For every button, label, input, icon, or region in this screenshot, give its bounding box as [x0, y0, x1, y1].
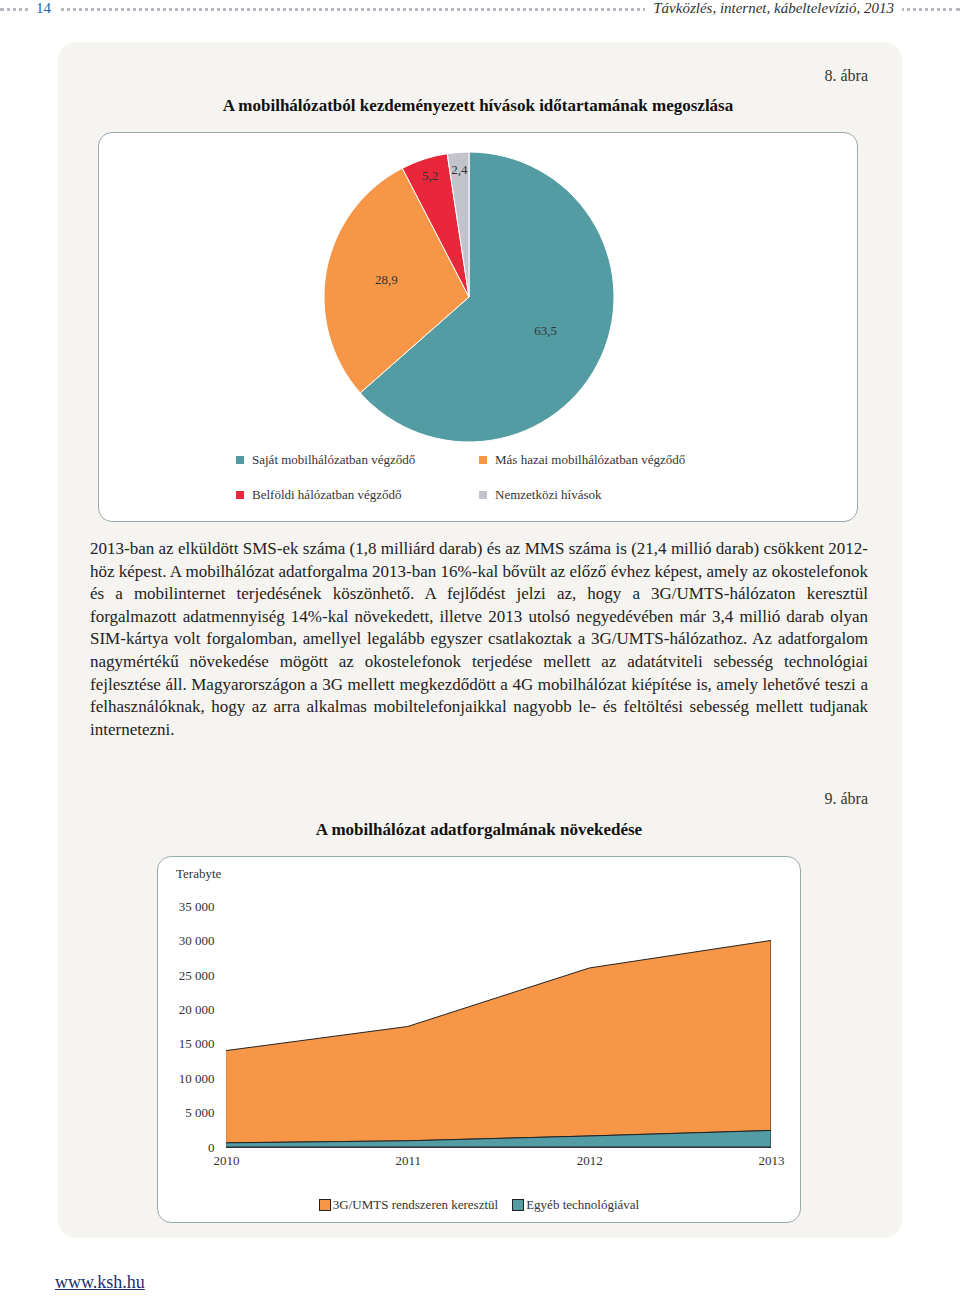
svg-text:2010: 2010: [214, 1153, 240, 1168]
svg-text:25 000: 25 000: [179, 968, 215, 983]
svg-text:30 000: 30 000: [179, 933, 215, 948]
html-text:www.ksh.hu: www.ksh.hu: [55, 1272, 145, 1292]
html-text:Terabyte: Terabyte: [176, 866, 222, 881]
html-text:8. ábra: 8. ábra: [824, 67, 868, 84]
svg-text:0: 0: [208, 1139, 215, 1155]
svg-text:2012: 2012: [577, 1153, 603, 1168]
html-text:Saját mobilhálózatban végződő: Saját mobilhálózatban végződő: [252, 452, 416, 467]
html-text:2013-ban az elküldött SMS-ek s: 2013-ban az elküldött SMS-ek száma (1,8 …: [90, 539, 868, 739]
html-text:A mobilhálózat adatforgalmának: A mobilhálózat adatforgalmának növekedés…: [315, 820, 643, 839]
svg-text:5,2: 5,2: [422, 168, 438, 183]
html-text:3G/UMTS rendszeren keresztül: 3G/UMTS rendszeren keresztül: [332, 1197, 499, 1212]
svg-text:35 000: 35 000: [179, 899, 215, 914]
svg-text:2011: 2011: [395, 1153, 421, 1168]
html-text:9. ábra: 9. ábra: [824, 790, 868, 807]
svg-text:63,5: 63,5: [534, 323, 557, 338]
svg-text:20 000: 20 000: [179, 1002, 215, 1017]
html-text:A mobilhálózatból kezdeményeze: A mobilhálózatból kezdeményezett hívások…: [222, 96, 734, 115]
html-text:Távközlés, internet, kábeltele: Távközlés, internet, kábeltelevízió, 201…: [653, 0, 894, 16]
svg-text:2,4: 2,4: [451, 162, 468, 177]
svg-text:5 000: 5 000: [185, 1105, 214, 1120]
svg-text:2013: 2013: [759, 1153, 785, 1168]
svg-text:28,9: 28,9: [375, 272, 398, 287]
html-text:14: 14: [36, 0, 51, 16]
html-text:Belföldi hálózatban végződő: Belföldi hálózatban végződő: [252, 487, 402, 502]
html-text:Nemzetközi hívások: Nemzetközi hívások: [495, 487, 602, 502]
html-text:Egyéb technológiával: Egyéb technológiával: [526, 1197, 640, 1212]
svg-text:15 000: 15 000: [179, 1036, 215, 1051]
svg-text:10 000: 10 000: [179, 1071, 215, 1086]
html-text:Más hazai mobilhálózatban végz: Más hazai mobilhálózatban végződő: [495, 452, 686, 467]
